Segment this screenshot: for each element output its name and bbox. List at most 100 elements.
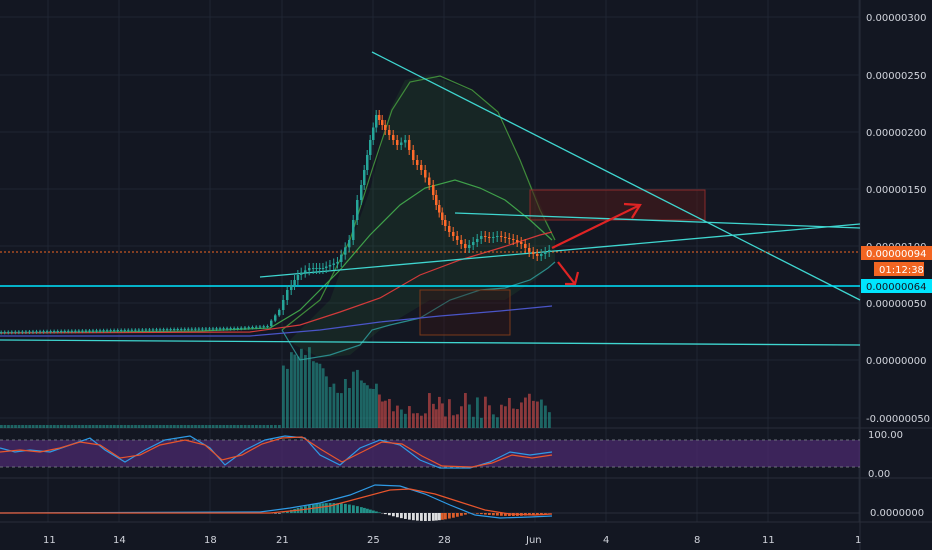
volume-bar [286, 369, 289, 428]
volume-bar [532, 401, 535, 428]
macd-bar [282, 512, 285, 513]
macd-bar [452, 513, 455, 518]
volume-bar [11, 425, 14, 428]
volume-bar [99, 425, 102, 428]
volume-bar [102, 425, 105, 428]
macd-bar [315, 504, 318, 513]
volume-bar [56, 425, 59, 428]
volume-bar [92, 425, 95, 428]
price-tick-6: 0.00000000 [866, 356, 926, 367]
macd-bar [404, 513, 407, 519]
volume-bar [180, 425, 183, 428]
x-tick-14: 14 [113, 535, 126, 546]
volume-bar [352, 372, 355, 428]
macd-bar [496, 513, 499, 516]
volume-bar [201, 425, 204, 428]
price-tick-1: 0.00000250 [866, 71, 926, 82]
macd-bar [356, 506, 359, 513]
price-tick-7: -0.00000050 [866, 414, 930, 425]
volume-bar [78, 425, 81, 428]
macd-bar [392, 513, 395, 516]
macd-bar [372, 511, 375, 513]
volume-bar [14, 425, 17, 428]
volume-bar [187, 425, 190, 428]
volume-bar [32, 425, 35, 428]
macd-bar [412, 513, 415, 520]
volume-bar [520, 402, 523, 428]
volume-bar [476, 397, 479, 428]
volume-bar [375, 384, 378, 428]
macd-bar [441, 513, 444, 520]
volume-bar [274, 425, 277, 428]
volume-bar [329, 387, 332, 428]
macd-bar [488, 513, 491, 515]
volume-bar [340, 393, 343, 428]
macd-bar [325, 503, 328, 513]
volume-bar [266, 425, 269, 428]
volume-bar [348, 388, 351, 428]
volume-bar [42, 425, 45, 428]
volume-bar [18, 425, 21, 428]
volume-bar [416, 413, 419, 428]
volume-bar [435, 409, 438, 428]
volume-bar [212, 425, 215, 428]
volume-bar [293, 355, 296, 428]
macd-bar [484, 513, 487, 515]
macd-bar [369, 510, 372, 513]
macd-tick-0: 0.0000000 [870, 508, 924, 519]
volume-bar [240, 425, 243, 428]
volume-bar [516, 409, 519, 428]
macd-bar [544, 513, 547, 514]
volume-bar [95, 425, 98, 428]
price-tick-5: 0.00000050 [866, 299, 926, 310]
macd-bar [352, 505, 355, 513]
volume-bar [464, 393, 467, 428]
level-badge-text: 0.00000064 [866, 282, 926, 293]
volume-bar [145, 425, 148, 428]
volume-bar [169, 425, 172, 428]
volume-bar [308, 347, 311, 428]
volume-bar [420, 416, 423, 428]
volume-bar [53, 425, 56, 428]
volume-bar [432, 404, 435, 428]
volume-bar [290, 352, 293, 428]
volume-bar [404, 414, 407, 428]
volume-bar [448, 399, 451, 428]
lower-zone-box [420, 290, 510, 335]
volume-bar [500, 405, 503, 428]
volume-bar [25, 425, 28, 428]
volume-bar [384, 401, 387, 428]
volume-bar [492, 414, 495, 428]
macd-bar [460, 513, 463, 516]
volume-bar [127, 425, 130, 428]
macd-bar [400, 513, 403, 518]
macd-bar [340, 503, 343, 513]
macd-bar [360, 507, 363, 513]
volume-bar [322, 368, 325, 428]
volume-bar [259, 425, 262, 428]
x-tick-1: 1 [855, 535, 861, 546]
volume-bar [176, 425, 179, 428]
volume-bar [408, 406, 411, 428]
volume-bar [198, 425, 201, 428]
volume-bar [162, 425, 165, 428]
volume-bar [184, 425, 187, 428]
macd-bar [344, 504, 347, 513]
volume-bar [219, 425, 222, 428]
volume-bar [60, 425, 63, 428]
volume-bar [456, 414, 459, 428]
volume-bar [282, 366, 285, 428]
volume-bar [544, 406, 547, 428]
stoch-band [0, 440, 860, 467]
volume-bar [400, 410, 403, 428]
volume-bar [166, 425, 169, 428]
volume-bar [378, 395, 381, 428]
macd-bar [476, 513, 479, 514]
volume-bar [173, 425, 176, 428]
macd-bar [408, 513, 411, 520]
volume-bar [333, 384, 336, 428]
volume-bar [325, 376, 328, 428]
volume-bar [244, 425, 247, 428]
